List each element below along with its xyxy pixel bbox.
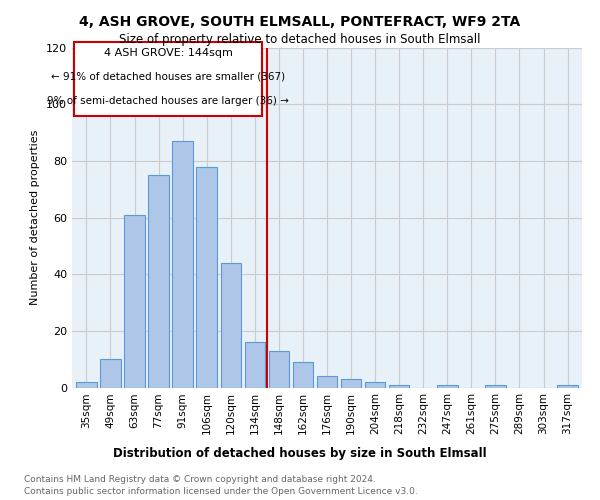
Text: 4 ASH GROVE: 144sqm: 4 ASH GROVE: 144sqm (104, 48, 233, 58)
Text: 4, ASH GROVE, SOUTH ELMSALL, PONTEFRACT, WF9 2TA: 4, ASH GROVE, SOUTH ELMSALL, PONTEFRACT,… (79, 15, 521, 29)
Bar (269, 350, 289, 388)
Text: 9% of semi-detached houses are larger (36) →: 9% of semi-detached houses are larger (3… (47, 96, 289, 106)
Bar (365, 382, 385, 388)
Bar (221, 263, 241, 388)
Bar (317, 376, 337, 388)
Bar (74, 42, 262, 116)
Bar (557, 384, 578, 388)
Bar (341, 379, 361, 388)
Bar (293, 362, 313, 388)
Bar (437, 384, 458, 388)
Bar (172, 141, 193, 388)
Bar (76, 382, 97, 388)
Text: Size of property relative to detached houses in South Elmsall: Size of property relative to detached ho… (119, 32, 481, 46)
Bar (245, 342, 265, 388)
Text: Contains HM Land Registry data © Crown copyright and database right 2024.: Contains HM Land Registry data © Crown c… (24, 475, 376, 484)
Bar (485, 384, 506, 388)
Bar (100, 359, 121, 388)
Bar (148, 175, 169, 388)
Text: Contains public sector information licensed under the Open Government Licence v3: Contains public sector information licen… (24, 487, 418, 496)
Bar (196, 166, 217, 388)
Y-axis label: Number of detached properties: Number of detached properties (31, 130, 40, 305)
Bar (389, 384, 409, 388)
Bar (124, 214, 145, 388)
Text: Distribution of detached houses by size in South Elmsall: Distribution of detached houses by size … (113, 448, 487, 460)
Text: ← 91% of detached houses are smaller (367): ← 91% of detached houses are smaller (36… (51, 72, 285, 82)
